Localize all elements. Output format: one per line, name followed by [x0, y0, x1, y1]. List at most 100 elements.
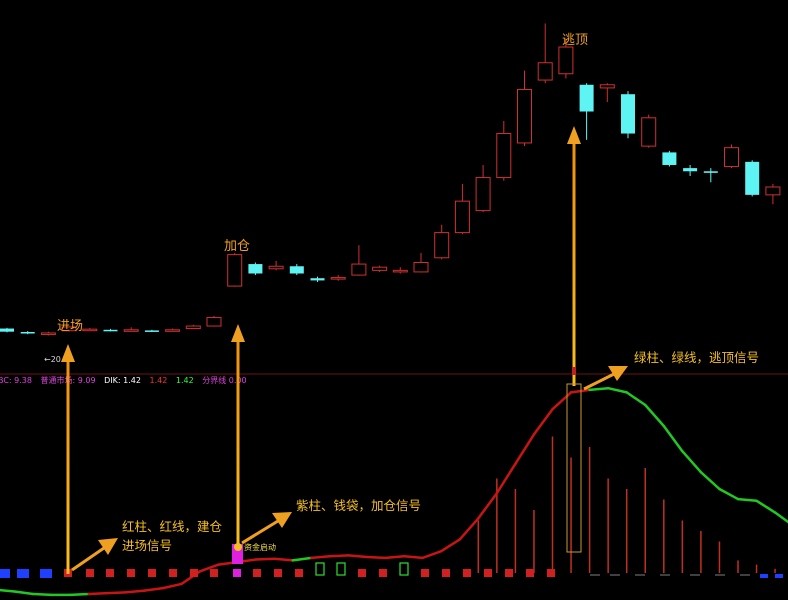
legend-dik: DIK: 1.42 [104, 376, 141, 385]
purse-label: 资金启动 [244, 542, 276, 552]
signal-marker [505, 569, 513, 577]
signal-marker [760, 574, 768, 578]
signal-marker [610, 574, 620, 576]
candle [0, 327, 14, 333]
candle [621, 91, 635, 139]
candle [641, 114, 657, 148]
indicator-segment [755, 499, 777, 514]
indicator-segment [681, 449, 703, 474]
indicator-segment [347, 554, 369, 559]
signal-marker [106, 569, 114, 577]
candle [40, 331, 56, 336]
indicator-segment [569, 388, 591, 394]
candle [496, 120, 512, 181]
candle [537, 23, 553, 84]
indicator-segment [718, 487, 740, 501]
candle [703, 168, 718, 183]
signal-marker [274, 569, 282, 577]
signal-marker [740, 574, 750, 576]
candle [61, 326, 77, 332]
signal-marker [233, 569, 241, 577]
indicator-segment [736, 497, 758, 503]
indicator-segment [87, 591, 109, 596]
candle [413, 253, 429, 273]
entry-note-line1: 红柱、红线，建仓 [122, 519, 223, 534]
candle [206, 315, 222, 327]
entry-arrow [61, 344, 75, 574]
escape-diagonal-arrow [583, 366, 628, 391]
candle [330, 275, 346, 281]
signal-marker [547, 569, 555, 577]
entry-label: 进场 [57, 319, 83, 334]
candle [351, 245, 367, 276]
add-label: 加仓 [224, 239, 250, 254]
signal-marker [169, 569, 177, 577]
signal-marker [421, 569, 429, 577]
indicator-segment [458, 517, 480, 541]
indicator-segment [0, 588, 16, 593]
candle [517, 70, 532, 147]
indicator-segment [365, 555, 387, 560]
indicator-segment [198, 563, 220, 573]
indicator-segment [625, 391, 647, 407]
candle [372, 265, 388, 272]
signal-marker [463, 569, 471, 577]
signal-marker [526, 569, 534, 577]
candle [185, 324, 201, 330]
candle [392, 267, 408, 274]
signal-marker [295, 569, 303, 577]
signal-marker [399, 562, 409, 576]
indicator-segment [606, 386, 628, 394]
candle [227, 253, 243, 287]
signal-marker [210, 569, 218, 577]
indicator-segment [161, 582, 183, 590]
candle [82, 327, 98, 332]
escape-top-marker [572, 367, 576, 375]
candle [454, 183, 470, 235]
escape-label: 逃顶 [562, 33, 588, 48]
candle [579, 83, 594, 140]
candle [683, 164, 698, 176]
candle [599, 83, 615, 103]
indicator-segment [328, 554, 350, 558]
candle [434, 224, 450, 260]
price-annotation: ←20.73 [44, 355, 74, 364]
add-arrow [231, 324, 245, 550]
signal-marker [690, 574, 700, 576]
indicator-segment [773, 511, 788, 524]
indicator-segment [662, 424, 684, 453]
indicator-segment [532, 407, 554, 436]
candle [765, 183, 781, 205]
signal-marker [358, 569, 366, 577]
indicator-segment [291, 556, 313, 562]
candle [558, 39, 574, 79]
escape-top-box [566, 383, 582, 553]
legend-bc: BC: 9.38 [0, 376, 32, 385]
candle [475, 164, 491, 213]
signal-marker [484, 569, 492, 577]
signal-marker [635, 574, 645, 576]
candle [268, 260, 284, 271]
escape-arrow [567, 126, 581, 386]
signal-marker [775, 574, 783, 578]
indicator-segment [68, 592, 90, 597]
signal-marker [17, 569, 29, 578]
signal-marker [40, 569, 52, 578]
indicator-segment [644, 403, 666, 428]
indicator-segment [384, 554, 406, 560]
price-candles [0, 23, 781, 336]
indicator-segment [31, 592, 53, 597]
signal-marker [590, 574, 600, 576]
signal-marker [148, 569, 156, 577]
indicator-segment [143, 586, 165, 592]
indicator-segment [273, 557, 295, 562]
signal-marker [253, 569, 261, 577]
indicator-segment [551, 391, 573, 411]
legend-red-value: 1.42 [150, 376, 168, 385]
candle [20, 331, 35, 335]
indicator-segment [254, 557, 276, 561]
candle [248, 262, 263, 276]
candle [103, 328, 118, 332]
